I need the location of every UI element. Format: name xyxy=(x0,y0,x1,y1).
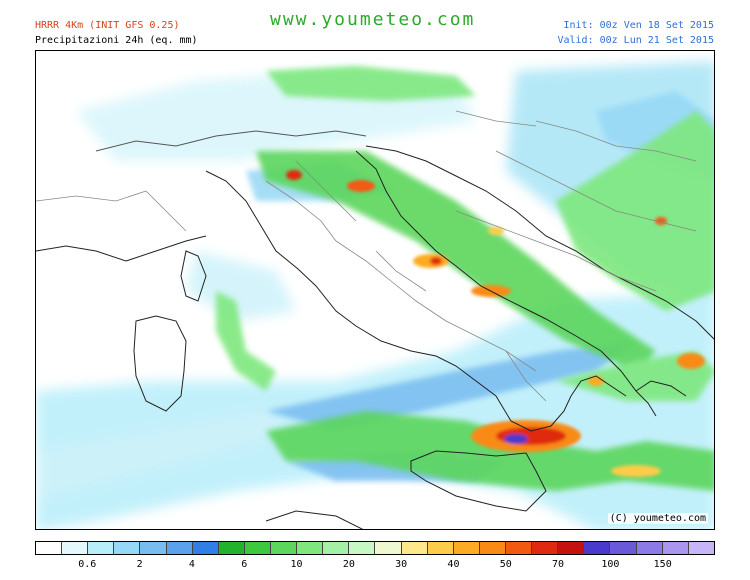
colorbar-swatch xyxy=(297,542,324,554)
colorbar-label: 0.6 xyxy=(78,559,97,570)
colorbar-swatch xyxy=(505,542,533,554)
colorbar-swatch xyxy=(192,542,219,554)
colorbar-label: 20 xyxy=(342,559,355,570)
precip-green-bands xyxy=(216,66,714,491)
colorbar-swatch xyxy=(62,542,89,554)
colorbar-swatch xyxy=(584,542,611,554)
colorbar-swatch xyxy=(323,542,350,554)
brand-url[interactable]: www.youmeteo.com xyxy=(270,9,476,30)
colorbar-swatch xyxy=(140,542,167,554)
colorbar-label: 30 xyxy=(395,559,408,570)
colorbar-swatch xyxy=(244,542,271,554)
coastlines xyxy=(36,130,714,529)
colorbar-swatch xyxy=(36,542,63,554)
colorbar-swatch xyxy=(375,542,402,554)
colorbar-swatch xyxy=(349,542,376,554)
colorbar-swatch xyxy=(453,542,480,554)
colorbar-labels: 0.6 2 4 6 10 20 30 40 50 70 100 150 xyxy=(35,559,715,573)
colorbar-label: 6 xyxy=(241,559,248,570)
colorbar-swatch xyxy=(88,542,115,554)
colorbar-swatch xyxy=(218,542,245,554)
valid-time: Valid: 00z Lun 21 Set 2015 xyxy=(557,35,714,46)
colorbar-swatch xyxy=(166,542,193,554)
colorbar-label: 150 xyxy=(653,559,672,570)
colorbar-swatch xyxy=(636,542,663,554)
colorbar-label: 2 xyxy=(136,559,143,570)
colorbar-swatch xyxy=(427,542,454,554)
region-borders xyxy=(36,110,697,402)
precipitation-map: (C) youmeteo.com xyxy=(35,50,715,530)
colorbar-label: 40 xyxy=(447,559,460,570)
colorbar-swatch xyxy=(401,542,428,554)
colorbar-swatch xyxy=(688,542,714,554)
colorbar-swatch xyxy=(662,542,689,554)
init-time: Init: 00z Ven 18 Set 2015 xyxy=(563,20,714,31)
colorbar-label: 4 xyxy=(188,559,195,570)
colorbar-swatch xyxy=(479,542,506,554)
colorbar-label: 10 xyxy=(290,559,303,570)
colorbar-label: 50 xyxy=(499,559,512,570)
colorbar-swatch xyxy=(558,542,585,554)
colorbar-swatch xyxy=(114,542,141,554)
colorbar-swatch xyxy=(270,542,298,554)
copyright-note: (C) youmeteo.com xyxy=(607,513,708,524)
model-title: HRRR 4Km (INIT GFS 0.25) xyxy=(35,20,180,31)
colorbar-swatch xyxy=(532,542,559,554)
map-canvas xyxy=(36,61,714,529)
colorbar-label: 70 xyxy=(552,559,565,570)
colorbar-swatch xyxy=(610,542,637,554)
variable-title: Precipitazioni 24h (eq. mm) xyxy=(35,35,198,46)
precipitation-colorbar xyxy=(35,541,715,555)
colorbar-label: 100 xyxy=(601,559,620,570)
